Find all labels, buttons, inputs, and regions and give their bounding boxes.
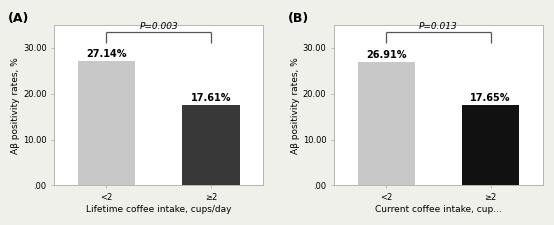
- Text: 17.65%: 17.65%: [470, 93, 511, 103]
- Y-axis label: Aβ positivity rates, %: Aβ positivity rates, %: [11, 57, 20, 154]
- Text: 17.61%: 17.61%: [191, 93, 231, 103]
- Text: (B): (B): [288, 12, 309, 25]
- Text: 27.14%: 27.14%: [86, 49, 127, 59]
- Bar: [78, 61, 135, 185]
- Text: P=0.003: P=0.003: [139, 22, 178, 31]
- Y-axis label: Aβ positivity rates, %: Aβ positivity rates, %: [291, 57, 300, 154]
- Bar: [182, 105, 240, 185]
- X-axis label: Current coffee intake, cup...: Current coffee intake, cup...: [375, 205, 502, 214]
- Text: P=0.013: P=0.013: [419, 22, 458, 31]
- Bar: [357, 62, 415, 185]
- Text: (A): (A): [8, 12, 30, 25]
- X-axis label: Lifetime coffee intake, cups/day: Lifetime coffee intake, cups/day: [86, 205, 232, 214]
- Bar: [462, 105, 520, 185]
- Text: 26.91%: 26.91%: [366, 50, 407, 60]
